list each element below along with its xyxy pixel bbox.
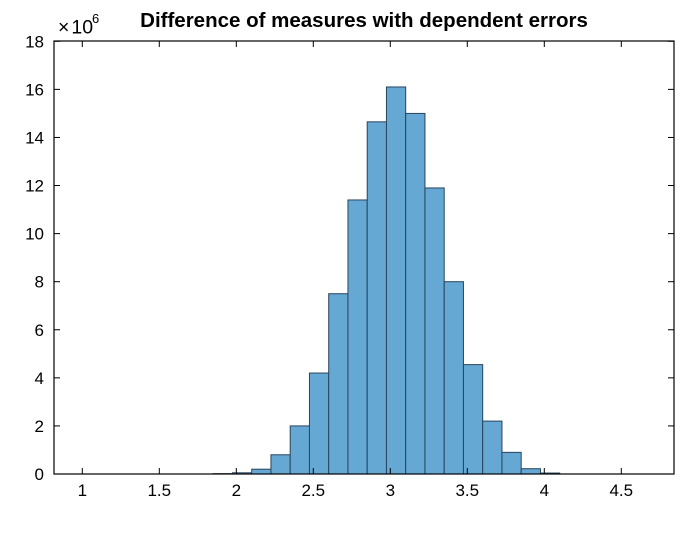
svg-text:2: 2 [35, 417, 44, 436]
svg-text:1: 1 [78, 481, 87, 500]
svg-text:10: 10 [25, 225, 44, 244]
svg-text:2.5: 2.5 [301, 481, 325, 500]
svg-text:6: 6 [92, 11, 99, 26]
svg-text:Difference of measures with de: Difference of measures with dependent er… [140, 9, 588, 32]
svg-text:×10: ×10 [58, 17, 93, 39]
svg-text:12: 12 [25, 177, 44, 196]
svg-text:4: 4 [540, 481, 549, 500]
svg-text:3.5: 3.5 [455, 481, 479, 500]
svg-text:1.5: 1.5 [147, 481, 171, 500]
svg-text:0: 0 [35, 465, 44, 484]
svg-text:14: 14 [25, 128, 44, 147]
svg-text:8: 8 [35, 273, 44, 292]
svg-text:6: 6 [35, 321, 44, 340]
svg-text:4: 4 [35, 369, 44, 388]
svg-text:3: 3 [386, 481, 395, 500]
svg-text:16: 16 [25, 80, 44, 99]
svg-text:18: 18 [25, 32, 44, 51]
svg-text:2: 2 [232, 481, 241, 500]
svg-text:4.5: 4.5 [609, 481, 633, 500]
